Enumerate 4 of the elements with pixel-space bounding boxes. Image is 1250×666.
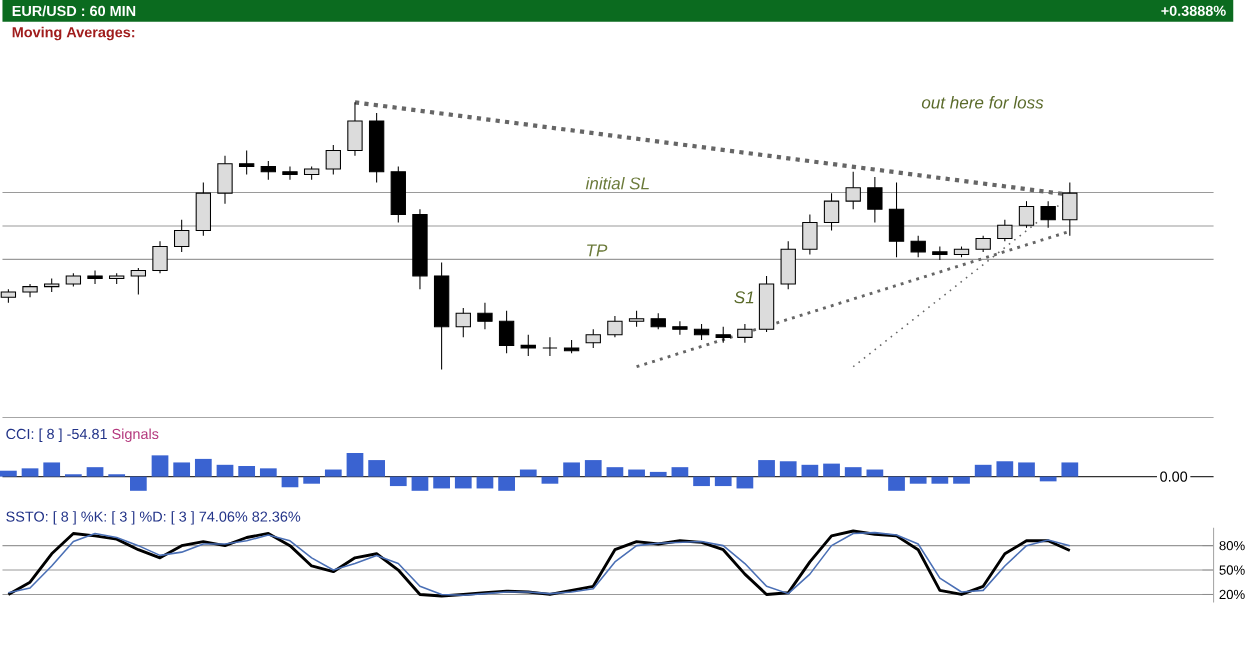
- annotation: S1: [734, 291, 754, 304]
- annotation: out here for loss: [921, 96, 1044, 109]
- ref-line-label: TP: [587, 244, 608, 257]
- ref-line-label: initial SL: [585, 177, 649, 190]
